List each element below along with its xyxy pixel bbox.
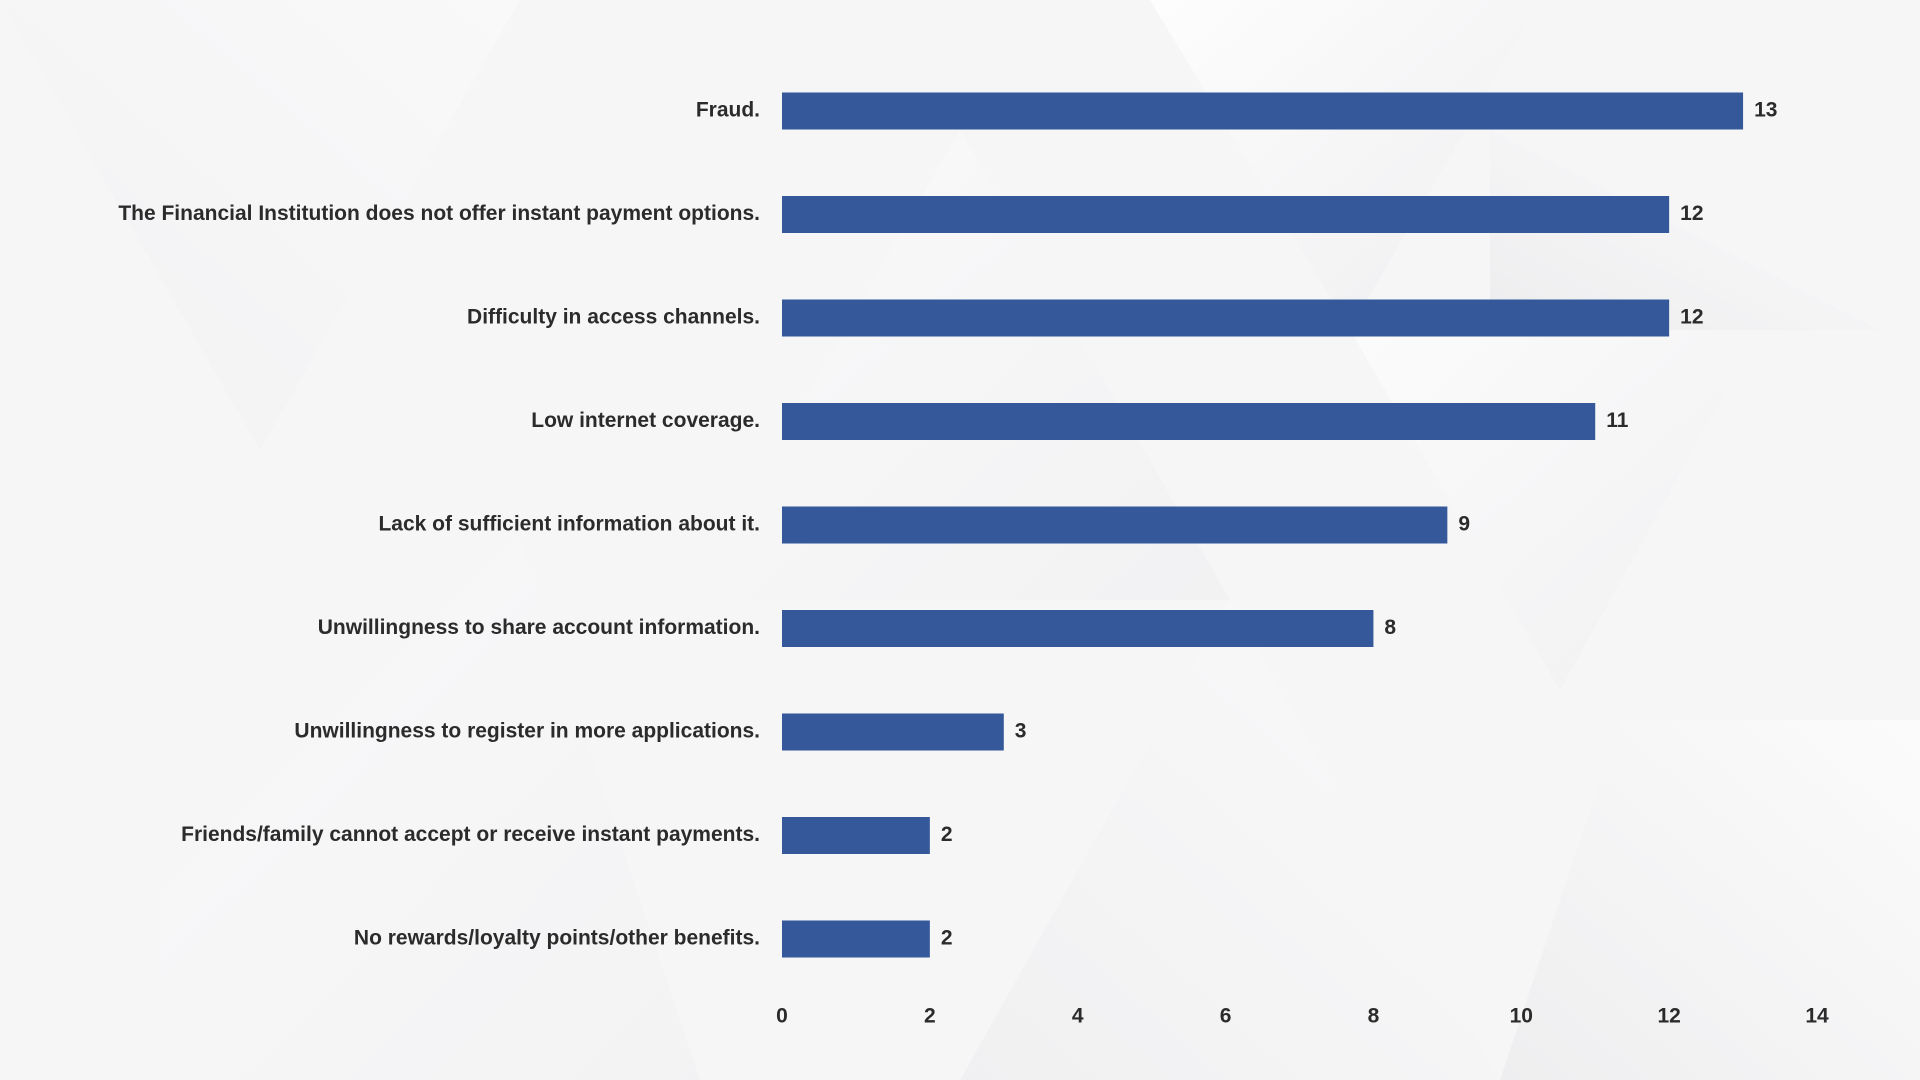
x-tick-label: 10 (1510, 1005, 1533, 1028)
x-tick-label: 12 (1657, 1005, 1680, 1028)
x-tick-label: 2 (924, 1005, 936, 1028)
bar (782, 299, 1670, 337)
x-tick-label: 4 (1072, 1005, 1084, 1028)
x-tick-label: 0 (776, 1005, 788, 1028)
data-label: 12 (1680, 306, 1703, 329)
category-label: Difficulty in access channels. (467, 306, 760, 329)
data-label: 12 (1680, 202, 1703, 225)
data-label: 11 (1606, 409, 1629, 432)
category-label: Lack of sufficient information about it. (378, 513, 760, 536)
data-label: 3 (1015, 720, 1027, 743)
category-label: Fraud. (696, 99, 760, 122)
category-label: Unwillingness to share account informati… (318, 616, 760, 639)
category-label: Unwillingness to register in more applic… (294, 720, 760, 743)
x-tick-label: 6 (1220, 1005, 1232, 1028)
category-label: No rewards/loyalty points/other benefits… (354, 927, 760, 950)
data-label: 8 (1384, 616, 1396, 639)
category-label: Friends/family cannot accept or receive … (181, 823, 760, 846)
x-tick-label: 14 (1805, 1005, 1829, 1028)
bar (782, 817, 930, 854)
bar (782, 920, 930, 958)
data-label: 9 (1458, 513, 1470, 536)
bar (782, 196, 1670, 233)
data-label: 2 (941, 823, 953, 846)
bar (782, 403, 1596, 440)
x-tick-label: 8 (1368, 1005, 1380, 1028)
data-label: 13 (1754, 99, 1777, 122)
bar (782, 92, 1744, 130)
bar (782, 713, 1004, 751)
bar (782, 506, 1448, 544)
data-label: 2 (941, 927, 953, 950)
bar (782, 610, 1374, 647)
category-label: Low internet coverage. (531, 409, 760, 432)
category-label: The Financial Institution does not offer… (118, 202, 760, 225)
